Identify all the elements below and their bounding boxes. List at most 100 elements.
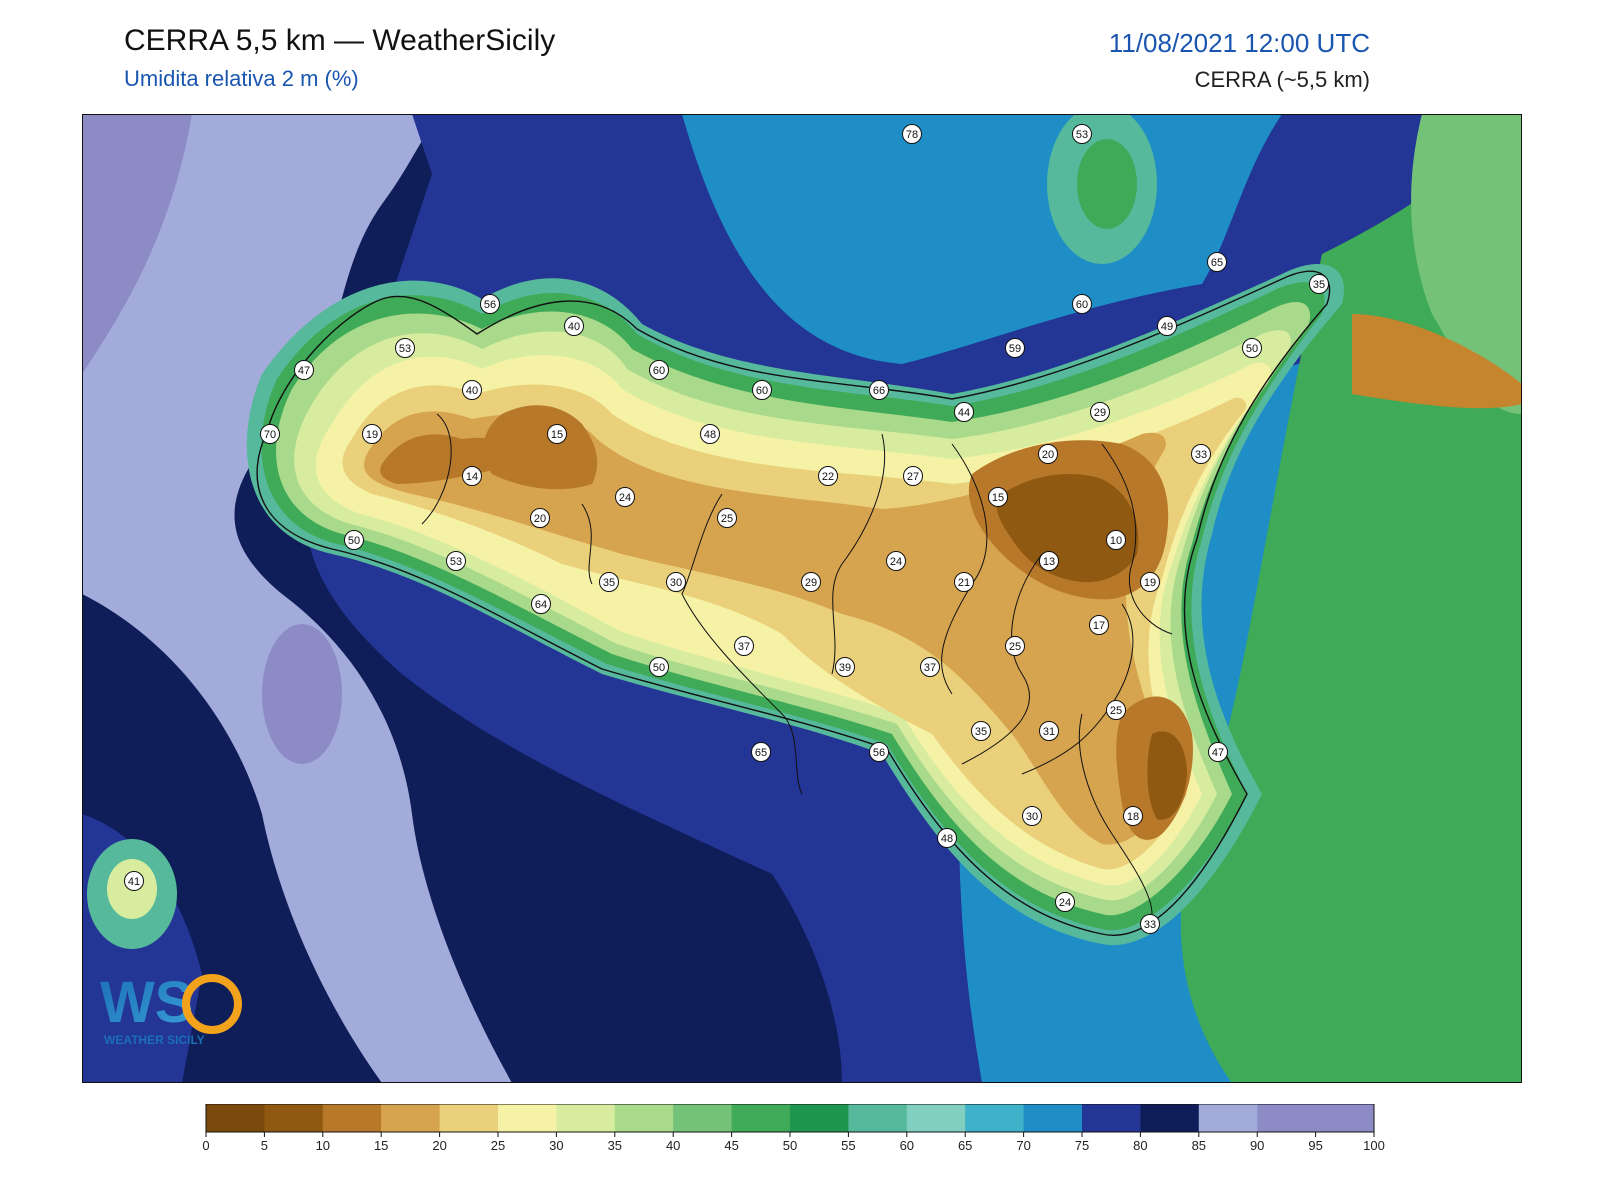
station-value: 15	[992, 492, 1004, 504]
station-value: 31	[1043, 726, 1055, 738]
station-value: 25	[1110, 705, 1122, 717]
station-value: 44	[958, 407, 970, 419]
station-marker: 27	[903, 466, 923, 486]
station-marker: 24	[615, 487, 635, 507]
station-circle	[1072, 124, 1092, 144]
station-circle	[446, 551, 466, 571]
station-marker: 65	[751, 742, 771, 762]
station-marker: 35	[1309, 274, 1329, 294]
station-circle	[530, 508, 550, 528]
station-marker: 13	[1039, 551, 1059, 571]
station-circle	[1208, 742, 1228, 762]
station-circle	[818, 466, 838, 486]
station-value: 24	[890, 556, 902, 568]
station-value: 30	[1026, 811, 1038, 823]
station-marker: 30	[1022, 806, 1042, 826]
station-value: 37	[738, 641, 750, 653]
station-circle	[531, 594, 551, 614]
station-circle	[988, 487, 1008, 507]
colorbar-swatch	[731, 1104, 791, 1132]
station-circle	[903, 466, 923, 486]
station-value: 53	[1076, 129, 1088, 141]
logo-caption: WEATHER SICILY	[104, 1033, 205, 1047]
station-circle	[1039, 551, 1059, 571]
station-circle	[869, 742, 889, 762]
station-marker: 17	[1089, 615, 1109, 635]
station-value: 29	[1094, 407, 1106, 419]
colorbar-swatch	[673, 1104, 733, 1132]
colorbar-tick-label: 60	[900, 1138, 914, 1153]
model-label: CERRA (~5,5 km)	[1194, 67, 1370, 92]
station-marker: 14	[462, 466, 482, 486]
station-value: 47	[1212, 747, 1224, 759]
station-value: 35	[1313, 279, 1325, 291]
station-circle	[1140, 914, 1160, 934]
station-circle	[1207, 252, 1227, 272]
colorbar-swatches	[205, 1104, 1375, 1133]
station-value: 24	[1059, 897, 1071, 909]
station-value: 40	[466, 385, 478, 397]
station-value: 56	[873, 747, 885, 759]
station-marker: 20	[530, 508, 550, 528]
station-circle	[1039, 721, 1059, 741]
colorbar-swatch	[439, 1104, 499, 1132]
station-value: 60	[756, 385, 768, 397]
station-circle	[835, 657, 855, 677]
map-frame	[82, 114, 1522, 1083]
station-value: 53	[450, 556, 462, 568]
station-value: 64	[535, 599, 547, 611]
station-circle	[599, 572, 619, 592]
colorbar-tick-label: 75	[1075, 1138, 1089, 1153]
station-marker: 18	[1123, 806, 1143, 826]
station-circle	[700, 424, 720, 444]
station-value: 17	[1093, 620, 1105, 632]
station-value: 33	[1144, 919, 1156, 931]
station-value: 60	[653, 365, 665, 377]
station-marker: 49	[1157, 316, 1177, 336]
station-circle	[1022, 806, 1042, 826]
station-value: 50	[1246, 343, 1258, 355]
station-marker: 48	[700, 424, 720, 444]
station-circle	[666, 572, 686, 592]
station-value: 22	[822, 471, 834, 483]
station-marker: 37	[734, 636, 754, 656]
sicily-coastline	[256, 270, 1331, 936]
station-circle	[886, 551, 906, 571]
station-value: 65	[1211, 257, 1223, 269]
station-value: 18	[1127, 811, 1139, 823]
station-value: 39	[839, 662, 851, 674]
station-marker: 60	[1072, 294, 1092, 314]
station-marker: 44	[954, 402, 974, 422]
station-value: 40	[568, 321, 580, 333]
station-value: 50	[348, 535, 360, 547]
station-circle	[954, 402, 974, 422]
colorbar-tick-label: 90	[1250, 1138, 1264, 1153]
station-value: 20	[534, 513, 546, 525]
colorbar-tick-label: 80	[1133, 1138, 1147, 1153]
colorbar-ticks: 0 5 10 15 20 25 30 35 40 45 50 55 60 65 70 75 80 85 90 95 10…	[202, 1132, 1385, 1153]
station-circle	[902, 124, 922, 144]
station-marker: 50	[344, 530, 364, 550]
station-marker: 60	[752, 380, 772, 400]
colorbar-swatch	[1082, 1104, 1141, 1132]
station-circle	[649, 657, 669, 677]
station-marker: 50	[1242, 338, 1262, 358]
station-value: 60	[1076, 299, 1088, 311]
station-value: 48	[704, 429, 716, 441]
station-marker: 19	[362, 424, 382, 444]
station-value: 24	[619, 492, 631, 504]
station-value: 66	[873, 385, 885, 397]
colorbar-swatch	[848, 1104, 908, 1132]
station-marker: 25	[1106, 700, 1126, 720]
station-circle	[1106, 700, 1126, 720]
station-circle	[954, 572, 974, 592]
colorbar-swatch	[1140, 1104, 1200, 1132]
station-marker: 31	[1039, 721, 1059, 741]
station-marker: 40	[564, 316, 584, 336]
station-marker: 56	[869, 742, 889, 762]
station-marker: 48	[937, 828, 957, 848]
colorbar-tick-label: 35	[608, 1138, 622, 1153]
colorbar-swatch	[206, 1104, 265, 1132]
station-value: 25	[721, 513, 733, 525]
station-marker: 15	[547, 424, 567, 444]
